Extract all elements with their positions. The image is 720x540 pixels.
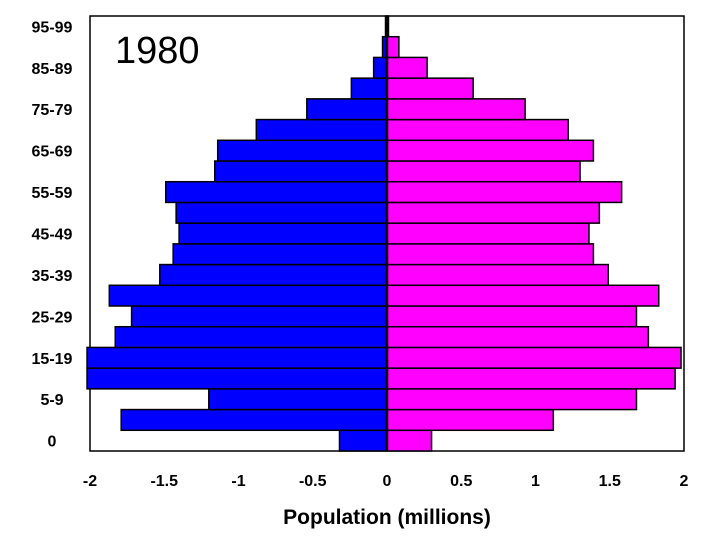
bar-right-35-39 xyxy=(386,284,660,307)
bar-left-75-79 xyxy=(255,118,388,142)
bar-left-35-39 xyxy=(108,284,388,307)
x-tick-label: 0.5 xyxy=(450,473,472,490)
bar-right-65-69 xyxy=(386,160,581,183)
y-tick-label: 65-69 xyxy=(32,144,73,161)
x-tick-label: -1.5 xyxy=(150,473,178,490)
x-tick-label: -1 xyxy=(231,473,245,490)
bar-left-55-59 xyxy=(175,201,388,224)
y-tick-label: 95-99 xyxy=(32,19,73,36)
bar-right-0-4 xyxy=(386,429,433,452)
bar-right-10-14 xyxy=(386,388,638,411)
x-tick-label: 1.5 xyxy=(599,473,621,490)
y-tick-label: 85-89 xyxy=(32,61,73,78)
bar-left-0-4 xyxy=(338,429,388,452)
bar-right-30-34 xyxy=(386,305,638,328)
chart-title: 1980 xyxy=(115,30,200,72)
y-tick-label: 45-49 xyxy=(32,227,73,244)
bar-right-20-24 xyxy=(386,346,682,369)
bar-right-40-44 xyxy=(386,263,610,287)
y-tick-label: 15-19 xyxy=(32,351,73,368)
bar-left-90-94 xyxy=(372,56,388,79)
bar-right-60-64 xyxy=(386,180,623,204)
bar-left-40-44 xyxy=(159,263,388,287)
y-tick-labels: 0 5-9 15-19 25-29 35-39 45-49 55-59 65-69 75-79 8… xyxy=(32,19,73,450)
bar-right-70-74 xyxy=(386,139,595,162)
bar-left-80-84 xyxy=(306,98,388,121)
bar-left-50-54 xyxy=(178,222,388,245)
bar-left-30-34 xyxy=(130,305,388,328)
x-tick-label: -2 xyxy=(83,473,97,490)
bar-left-15-19 xyxy=(86,367,388,390)
bars-group xyxy=(86,15,682,452)
x-tick-label: 0 xyxy=(383,473,392,490)
bar-right-80-84 xyxy=(386,98,526,121)
x-tick-labels: -2 -1.5 -1 -0.5 0 0.5 1 1.5 2 xyxy=(83,473,689,490)
x-tick-label: -0.5 xyxy=(299,473,327,490)
bar-right-55-59 xyxy=(386,201,601,224)
y-tick-label: 35-39 xyxy=(32,268,73,285)
bar-left-70-74 xyxy=(216,139,388,162)
bar-right-95-99 xyxy=(386,35,400,59)
y-tick-label: 75-79 xyxy=(32,102,73,119)
x-tick-label: 2 xyxy=(680,473,689,490)
bar-right-25-29 xyxy=(386,325,650,349)
bar-left-5-9 xyxy=(120,408,388,432)
bar-left-45-49 xyxy=(172,243,388,266)
bar-left-25-29 xyxy=(114,325,388,349)
y-tick-label: 55-59 xyxy=(32,185,73,202)
y-tick-label: 25-29 xyxy=(32,309,73,326)
bar-right-15-19 xyxy=(386,367,676,390)
y-tick-label: 5-9 xyxy=(40,392,63,409)
bar-right-5-9 xyxy=(386,408,555,432)
y-tick-label: 0 xyxy=(48,434,57,451)
bar-right-90-94 xyxy=(386,56,428,79)
bar-right-50-54 xyxy=(386,222,590,245)
bar-left-10-14 xyxy=(208,388,388,411)
bar-left-65-69 xyxy=(213,160,388,183)
bar-right-45-49 xyxy=(386,243,595,266)
bar-right-75-79 xyxy=(386,118,569,142)
bar-left-60-64 xyxy=(164,180,388,204)
bar-right-85-89 xyxy=(386,77,474,100)
x-axis-title: Population (millions) xyxy=(283,506,491,529)
bar-left-20-24 xyxy=(86,346,388,369)
bar-left-85-89 xyxy=(350,77,388,100)
x-tick-label: 1 xyxy=(531,473,540,490)
